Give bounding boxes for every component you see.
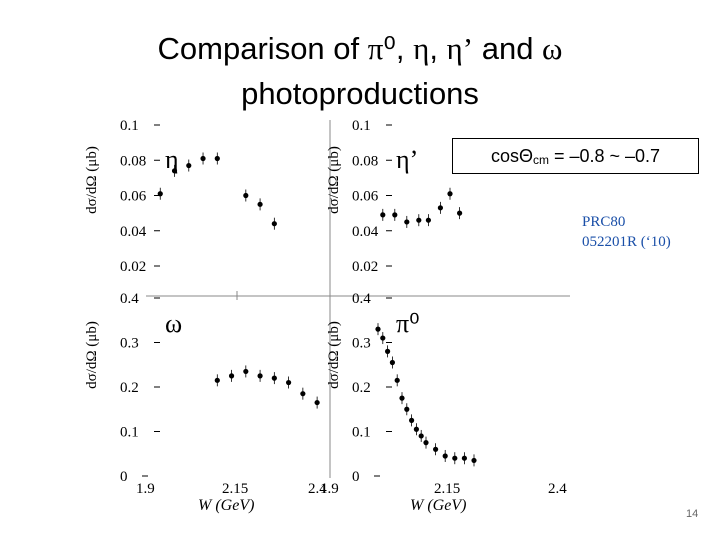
- x-tick-label: 1.9: [136, 481, 155, 497]
- data-point: [200, 155, 206, 162]
- data-point: [425, 217, 431, 223]
- slide-title-line2: photoproductions: [241, 76, 479, 111]
- page-number: 14: [686, 508, 699, 520]
- x-axis-label: W (GeV): [410, 497, 466, 514]
- data-point: [409, 417, 415, 423]
- x-axis-label: W (GeV): [198, 497, 254, 514]
- y-tick-label: 0: [120, 469, 128, 485]
- title-pi0: π⁰: [367, 31, 396, 66]
- y-tick-label: 0.4: [120, 291, 139, 307]
- y-tick-label: 0.3: [120, 336, 139, 352]
- panel-symbol-label: ω: [165, 309, 182, 338]
- condition-suffix: = –0.8 ~ –0.7: [548, 146, 661, 166]
- data-point: [442, 453, 448, 459]
- text-layer: 0.1 0.08 0.06 0.04 0.02 dσ/dΩ (μb) η 0.1 0.08 0.0…: [84, 118, 567, 514]
- data-point: [257, 201, 263, 207]
- y-tick-label: 0.4: [352, 291, 371, 307]
- data-point: [423, 440, 429, 446]
- y-tick-label: 0.1: [120, 118, 139, 134]
- data-point: [257, 373, 263, 379]
- title-sep2: ,: [429, 31, 447, 66]
- y-tick-label: 0.1: [352, 118, 371, 134]
- y-axis-label: dσ/dΩ (μb): [84, 146, 100, 214]
- data-point: [418, 433, 424, 439]
- data-point: [243, 368, 249, 375]
- data-point: [171, 168, 178, 174]
- data-point: [314, 399, 320, 406]
- panel-symbol-label: π⁰: [396, 309, 420, 338]
- data-point: [380, 212, 386, 218]
- reference-citation: PRC80 052201R (‘10): [582, 212, 671, 252]
- points-layer: [157, 152, 477, 467]
- title-prefix: Comparison of: [157, 31, 368, 66]
- data-point: [214, 377, 220, 383]
- x-tick-label: 2.15: [434, 481, 460, 497]
- data-point: [385, 348, 391, 354]
- condition-subscript: cm: [532, 153, 549, 167]
- data-point: [157, 191, 163, 197]
- y-tick-label: 0.3: [352, 336, 371, 352]
- data-point: [380, 335, 386, 341]
- data-point: [413, 426, 419, 432]
- data-point: [300, 391, 306, 397]
- y-tick-label: 0.04: [120, 224, 147, 240]
- panel-symbol-label: η’: [396, 145, 418, 174]
- title-etaprime: η’: [446, 31, 474, 66]
- data-point: [452, 455, 458, 461]
- x-tick-label: 2.15: [222, 481, 248, 497]
- data-point: [471, 457, 477, 464]
- data-point: [228, 373, 235, 379]
- title-and: and: [473, 31, 543, 66]
- angle-condition-box: cosΘcm = –0.8 ~ –0.7: [452, 138, 699, 174]
- data-point: [214, 155, 220, 162]
- slide-title-line1: Comparison of π⁰, η, η’ and ω: [60, 30, 660, 68]
- data-point: [399, 395, 405, 401]
- data-point: [437, 205, 443, 211]
- data-point: [404, 219, 410, 225]
- x-tick-label: 2.4: [548, 481, 567, 497]
- y-axis-label: dσ/dΩ (μb): [326, 321, 342, 389]
- data-point: [286, 379, 292, 386]
- data-point: [433, 446, 439, 452]
- title-omega: ω: [542, 31, 563, 66]
- y-tick-label: 0.02: [352, 259, 378, 275]
- x-tick-label: 2.4: [308, 481, 327, 497]
- data-point: [461, 455, 467, 461]
- panel-symbol-label: η: [165, 145, 179, 174]
- condition-prefix: cosΘ: [490, 146, 533, 166]
- x-tick-label: 1.9: [320, 481, 339, 497]
- reference-line2: 052201R (‘10): [582, 234, 671, 250]
- y-tick-label: 0.06: [120, 189, 147, 205]
- reference-line1: PRC80: [582, 214, 626, 230]
- title-sep1: ,: [395, 31, 414, 66]
- data-point: [271, 221, 277, 227]
- y-tick-label: 0.2: [352, 380, 371, 396]
- axes-layer: [142, 120, 570, 478]
- y-tick-label: 0.1: [352, 425, 371, 441]
- data-point: [392, 212, 398, 218]
- y-axis-label: dσ/dΩ (μb): [84, 321, 100, 389]
- y-tick-label: 0.06: [352, 189, 379, 205]
- data-point: [416, 217, 422, 223]
- data-point: [394, 377, 400, 383]
- data-point: [375, 326, 381, 332]
- y-tick-label: 0.04: [352, 224, 379, 240]
- title-eta: η: [413, 31, 430, 66]
- y-tick-label: 0.2: [120, 380, 139, 396]
- data-point: [457, 210, 463, 216]
- data-point: [404, 406, 410, 412]
- y-tick-label: 0.08: [352, 153, 378, 169]
- y-tick-label: 0.08: [120, 153, 146, 169]
- data-point: [447, 191, 453, 197]
- y-tick-label: 0: [352, 469, 360, 485]
- data-point: [243, 192, 249, 199]
- data-point: [271, 375, 277, 381]
- data-point: [186, 162, 192, 169]
- data-point: [389, 359, 395, 366]
- y-tick-label: 0.1: [120, 425, 139, 441]
- y-tick-label: 0.02: [120, 259, 146, 275]
- y-axis-label: dσ/dΩ (μb): [326, 146, 342, 214]
